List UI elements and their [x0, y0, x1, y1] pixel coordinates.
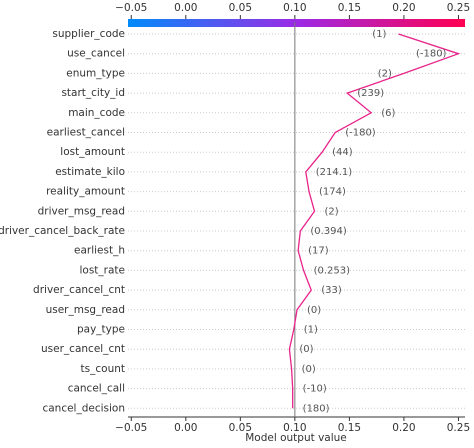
- feature-value: (0): [307, 305, 321, 316]
- feature-label: supplier_code: [52, 28, 125, 40]
- x-tick-label: 0.05: [229, 422, 252, 434]
- feature-value: (0.253): [314, 265, 351, 276]
- colorbar-tick-label: 0.10: [283, 2, 306, 14]
- feature-value: (-180): [416, 49, 447, 60]
- x-tick-label: 0.20: [392, 422, 415, 434]
- feature-value: (6): [381, 108, 395, 119]
- colorbar-tick-label: 0.20: [392, 2, 415, 14]
- feature-value: (-180): [345, 128, 376, 139]
- feature-label: lost_rate: [79, 264, 125, 276]
- x-tick-label: 0.25: [447, 422, 470, 434]
- feature-value: (44): [332, 147, 353, 158]
- colorbar-tick-label: 0.15: [338, 2, 361, 14]
- feature-label: earliest_h: [74, 245, 125, 257]
- feature-label: user_msg_read: [46, 304, 125, 316]
- x-tick-label: 0.15: [338, 422, 361, 434]
- feature-label: enum_type: [66, 67, 125, 79]
- feature-value: (180): [303, 403, 330, 414]
- x-axis-label: Model output value: [245, 432, 347, 444]
- feature-label: lost_amount: [60, 146, 125, 158]
- feature-value: (214.1): [316, 167, 353, 178]
- colorbar-tick-label: 0.00: [174, 2, 197, 14]
- feature-label: earliest_cancel: [47, 127, 125, 139]
- feature-label: cancel_decision: [42, 402, 125, 414]
- feature-label: use_cancel: [67, 48, 125, 60]
- feature-value: (0): [302, 364, 316, 375]
- x-tick-label: 0.00: [174, 422, 197, 434]
- feature-label: driver_cancel_cnt: [33, 284, 125, 296]
- feature-value: (33): [321, 285, 342, 296]
- feature-value: (2): [324, 206, 338, 217]
- feature-label: main_code: [68, 107, 125, 119]
- feature-label: start_city_id: [61, 87, 125, 99]
- feature-label: user_cancel_cnt: [41, 343, 125, 355]
- feature-label: cancel_call: [68, 383, 125, 395]
- colorbar-tick-label: 0.25: [447, 2, 470, 14]
- x-tick-label: 0.10: [283, 422, 306, 434]
- feature-label: pay_type: [77, 324, 125, 336]
- feature-value: (174): [319, 187, 346, 198]
- x-tick-label: −0.05: [115, 422, 147, 434]
- feature-value: (1): [372, 29, 386, 40]
- feature-value: (0): [299, 344, 313, 355]
- feature-label: reality_amount: [46, 186, 125, 198]
- decision-line: [288, 33, 461, 409]
- feature-label: driver_msg_read: [38, 205, 125, 217]
- feature-value: (2): [378, 68, 392, 79]
- feature-value: (1): [304, 325, 318, 336]
- colorbar-tick-label: −0.05: [115, 2, 147, 14]
- feature-value: (239): [357, 88, 384, 99]
- feature-label: driver_cancel_back_rate: [0, 225, 125, 237]
- colorbar-tick-label: 0.05: [229, 2, 252, 14]
- feature-label: estimate_kilo: [55, 166, 125, 178]
- colorbar: [128, 19, 465, 27]
- feature-label: ts_count: [81, 363, 125, 375]
- feature-value: (0.394): [310, 226, 347, 237]
- feature-value: (17): [308, 246, 329, 257]
- feature-value: (-10): [303, 384, 327, 395]
